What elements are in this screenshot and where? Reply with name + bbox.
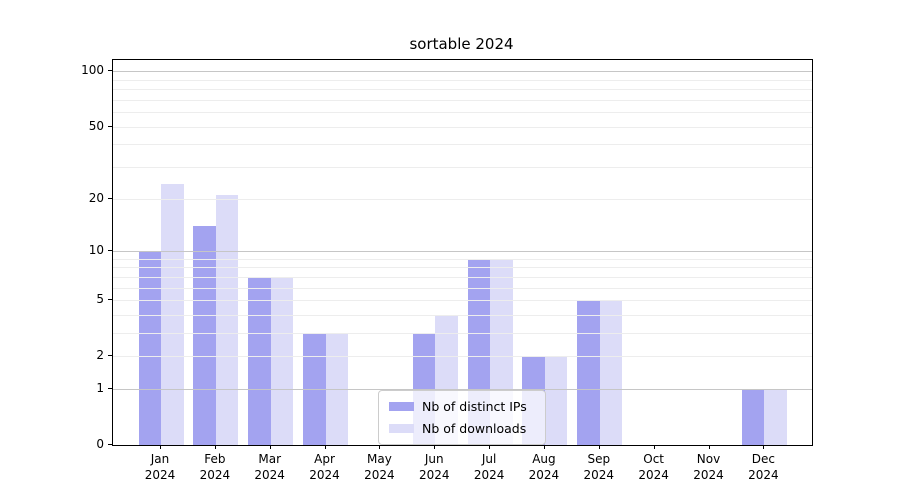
gridline-minor bbox=[113, 167, 812, 168]
legend-item: Nb of downloads bbox=[389, 420, 535, 437]
gridline-minor bbox=[113, 99, 812, 101]
bar-distinct-ips bbox=[138, 250, 161, 446]
gridline-minor bbox=[113, 144, 812, 146]
y-tick-label: 10 bbox=[88, 242, 104, 257]
y-axis-tick bbox=[108, 197, 112, 199]
y-tick-label: 20 bbox=[88, 190, 104, 205]
x-tick-label: Jul 2024 bbox=[473, 452, 505, 482]
legend: Nb of distinct IPs Nb of downloads bbox=[378, 390, 546, 445]
x-tick-label: Jun 2024 bbox=[418, 452, 450, 482]
gridline-minor bbox=[113, 79, 812, 81]
x-axis-tick bbox=[708, 445, 710, 449]
x-tick-label: Oct 2024 bbox=[638, 452, 669, 482]
legend-label: Nb of distinct IPs bbox=[422, 399, 527, 414]
y-tick-label: 100 bbox=[81, 63, 104, 78]
x-tick-label: Sep 2024 bbox=[583, 452, 615, 482]
y-axis-tick bbox=[108, 70, 112, 72]
x-axis-tick bbox=[598, 445, 600, 449]
x-tick-label: Jan 2024 bbox=[144, 452, 176, 482]
legend-item: Nb of distinct IPs bbox=[389, 398, 535, 415]
gridline-minor bbox=[113, 332, 812, 334]
plot-area bbox=[112, 59, 813, 446]
legend-swatch-distinct-ips bbox=[389, 402, 414, 411]
y-axis-tick bbox=[108, 125, 112, 127]
bar-downloads bbox=[270, 276, 294, 446]
gridline-minor bbox=[113, 356, 812, 358]
y-axis-tick bbox=[108, 444, 112, 446]
x-axis-tick bbox=[269, 445, 271, 449]
chart-title: sortable 2024 bbox=[409, 35, 514, 53]
legend-label: Nb of downloads bbox=[422, 421, 527, 436]
x-tick-label: Mar 2024 bbox=[254, 452, 285, 482]
gridline-major bbox=[113, 389, 812, 391]
x-axis-tick bbox=[489, 445, 491, 449]
x-axis-tick bbox=[434, 445, 436, 449]
gridline-minor bbox=[113, 287, 812, 289]
gridline-minor bbox=[113, 112, 812, 114]
y-tick-label: 1 bbox=[96, 381, 104, 396]
y-tick-label: 2 bbox=[96, 348, 104, 363]
gridline-minor bbox=[113, 126, 812, 128]
y-tick-label: 50 bbox=[88, 118, 104, 133]
x-tick-label: Aug 2024 bbox=[528, 452, 560, 482]
x-tick-label: Dec 2024 bbox=[748, 452, 779, 482]
bar-distinct-ips bbox=[248, 276, 271, 446]
gridline-major bbox=[113, 250, 812, 252]
y-axis-tick bbox=[108, 299, 112, 301]
gridline-minor bbox=[113, 89, 812, 91]
gridline-major bbox=[113, 71, 812, 73]
x-axis-tick bbox=[160, 445, 161, 449]
y-tick-label: 5 bbox=[96, 292, 104, 307]
x-tick-label: Nov 2024 bbox=[693, 452, 724, 482]
x-tick-label: May 2024 bbox=[364, 452, 395, 482]
bar-downloads bbox=[215, 194, 239, 446]
x-axis-tick bbox=[763, 445, 765, 449]
bar-distinct-ips bbox=[193, 225, 216, 446]
gridline-minor bbox=[113, 258, 812, 260]
x-tick-label: Apr 2024 bbox=[309, 452, 340, 482]
x-axis-tick bbox=[214, 445, 216, 449]
gridline-minor bbox=[113, 314, 812, 316]
x-tick-label: Feb 2024 bbox=[199, 452, 231, 482]
x-axis-tick bbox=[653, 445, 655, 449]
y-axis-tick bbox=[108, 249, 112, 251]
bar-distinct-ips bbox=[741, 389, 765, 446]
y-axis-tick bbox=[108, 355, 112, 357]
gridline-minor bbox=[113, 198, 812, 200]
x-axis-tick bbox=[379, 445, 381, 449]
bar-downloads bbox=[544, 356, 568, 446]
bar-distinct-ips bbox=[577, 300, 600, 446]
gridline-minor bbox=[113, 276, 812, 278]
x-axis-tick bbox=[324, 445, 326, 449]
y-tick-label: 0 bbox=[96, 437, 104, 452]
bar-downloads bbox=[764, 389, 787, 446]
x-axis-tick bbox=[543, 445, 545, 449]
gridline-minor bbox=[113, 300, 812, 302]
bar-downloads bbox=[599, 300, 623, 446]
legend-swatch-downloads bbox=[389, 424, 414, 433]
gridline-minor bbox=[113, 267, 812, 269]
y-axis-tick bbox=[108, 388, 112, 390]
